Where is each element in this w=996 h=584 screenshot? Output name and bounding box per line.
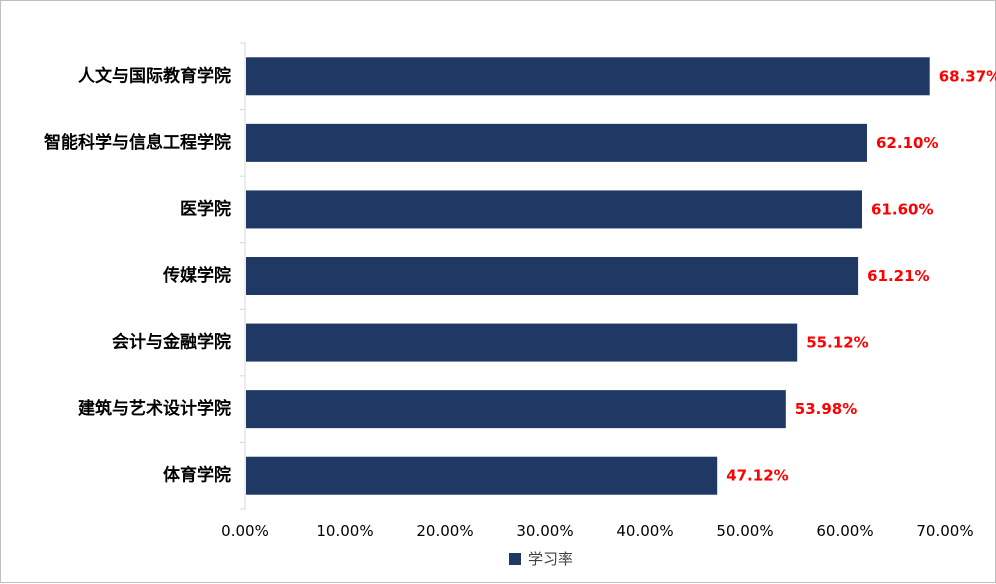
x-tick-label: 50.00%: [716, 522, 773, 540]
category-label: 医学院: [180, 198, 231, 219]
category-label: 智能科学与信息工程学院: [44, 132, 231, 153]
x-tick-label: 30.00%: [516, 522, 573, 540]
category-label: 人文与国际教育学院: [78, 65, 231, 86]
legend-label: 学习率: [528, 550, 573, 568]
data-label: 47.12%: [726, 467, 788, 485]
category-label: 建筑与艺术设计学院: [78, 398, 231, 419]
data-label: 68.37%: [939, 67, 996, 85]
x-tick-label: 20.00%: [416, 522, 473, 540]
bar: [246, 123, 867, 162]
bar: [246, 323, 798, 362]
data-label: 55.12%: [806, 334, 868, 352]
category-label: 体育学院: [163, 465, 231, 486]
data-label: 61.21%: [867, 267, 929, 285]
bar: [246, 257, 859, 295]
data-label: 61.60%: [871, 200, 933, 218]
x-tick-label: 0.00%: [221, 522, 269, 540]
x-tick-label: 10.00%: [316, 522, 373, 540]
bar: [246, 190, 862, 229]
bar: [246, 390, 786, 429]
x-tick-label: 70.00%: [916, 522, 973, 540]
bar: [246, 456, 718, 495]
data-label: 62.10%: [876, 134, 938, 152]
bar: [246, 57, 930, 96]
category-label: 传媒学院: [162, 265, 231, 286]
x-tick-label: 40.00%: [616, 522, 673, 540]
x-tick-label: 60.00%: [816, 522, 873, 540]
legend-swatch: [509, 553, 521, 565]
data-label: 53.98%: [795, 400, 857, 418]
category-label: 会计与金融学院: [112, 332, 231, 353]
